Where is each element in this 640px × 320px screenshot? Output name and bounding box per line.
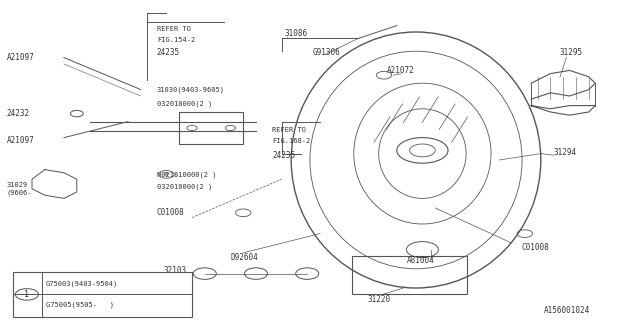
Text: A21097: A21097 (6, 53, 34, 62)
Text: G75005(9505-   ): G75005(9505- ) (46, 301, 114, 308)
Text: 31086: 31086 (285, 29, 308, 38)
Text: A21072: A21072 (387, 66, 414, 75)
Text: D92604: D92604 (230, 253, 258, 262)
Text: 1: 1 (24, 290, 29, 299)
Bar (13, 272, 192, 317)
Text: FIG.168-2: FIG.168-2 (272, 138, 310, 144)
Text: C01008: C01008 (157, 208, 184, 217)
Text: 31294: 31294 (554, 148, 577, 156)
Text: 32103: 32103 (163, 266, 186, 275)
Text: 24232: 24232 (6, 109, 29, 118)
Text: REFER TO: REFER TO (272, 127, 306, 132)
Text: FIG.154-2: FIG.154-2 (157, 37, 195, 43)
Text: A81004: A81004 (406, 256, 434, 265)
Text: N021810000(2 ): N021810000(2 ) (157, 171, 216, 178)
Text: REFER TO: REFER TO (157, 26, 191, 32)
Text: 31029
(9606-: 31029 (9606- (6, 182, 32, 196)
Bar (179, 112, 243, 144)
Text: C01008: C01008 (522, 244, 549, 252)
Text: 31030(9403-9605): 31030(9403-9605) (157, 86, 225, 93)
Text: 032010000(2 ): 032010000(2 ) (157, 101, 212, 107)
Text: 31220: 31220 (368, 295, 391, 304)
Text: A156001024: A156001024 (544, 306, 590, 315)
Text: N: N (164, 172, 168, 177)
Bar (352, 256, 467, 294)
Text: 31295: 31295 (560, 48, 583, 57)
Text: G75003(9403-9504): G75003(9403-9504) (46, 281, 118, 287)
Text: G91306: G91306 (312, 48, 340, 57)
Text: 032010000(2 ): 032010000(2 ) (157, 184, 212, 190)
Text: 24235: 24235 (157, 48, 180, 57)
Text: 24235: 24235 (272, 151, 295, 160)
Text: A21097: A21097 (6, 136, 34, 145)
